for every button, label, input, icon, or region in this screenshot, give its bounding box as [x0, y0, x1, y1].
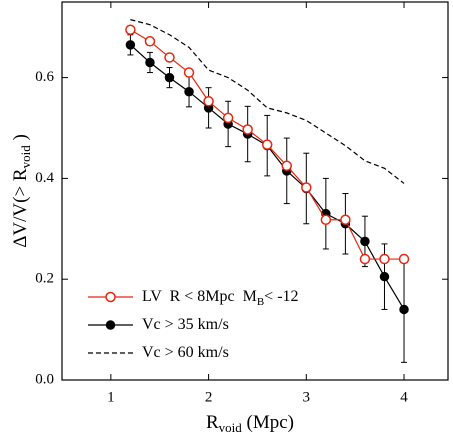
- legend-label: LV R < 8Mpc MB< -12: [142, 288, 299, 308]
- marker: [125, 24, 136, 35]
- marker: [164, 72, 175, 83]
- x-axis-label-sub: void: [219, 420, 243, 435]
- x-tick-label: 4: [400, 389, 408, 405]
- marker: [184, 86, 194, 97]
- y-axis-label-rest: ): [10, 134, 31, 145]
- marker: [379, 271, 390, 282]
- marker: [398, 253, 410, 265]
- x-axis-label-main: R: [206, 412, 219, 433]
- marker: [379, 253, 390, 265]
- marker: [144, 36, 156, 47]
- y-axis-label: ΔV/V(> Rvoid ): [10, 134, 33, 248]
- marker: [281, 160, 293, 172]
- plot-frame: [61, 1, 449, 381]
- legend-marker: [105, 291, 116, 303]
- x-tick-label: 2: [205, 389, 213, 405]
- y-tick-label: 0.6: [35, 69, 54, 85]
- y-axis-label-sub: void: [18, 145, 33, 169]
- legend-marker: [105, 320, 116, 330]
- x-axis-label: Rvoid (Mpc): [206, 412, 294, 435]
- marker: [183, 67, 195, 78]
- legend-label-rest: < -12: [264, 288, 298, 305]
- legend-label: Vc > 35 km/s: [142, 316, 229, 333]
- legend-label-main: LV R < 8Mpc M: [142, 288, 257, 305]
- marker: [340, 214, 351, 225]
- x-axis-label-rest: (Mpc): [242, 412, 294, 433]
- marker: [261, 139, 273, 150]
- legend-label: Vc > 60 km/s: [142, 344, 229, 361]
- marker: [301, 182, 312, 193]
- marker: [242, 124, 253, 135]
- marker: [203, 96, 214, 107]
- y-tick-label: 0.0: [35, 371, 54, 387]
- legend-label-main: Vc > 60 km/s: [142, 344, 229, 361]
- marker: [222, 112, 234, 124]
- y-tick-label: 0.2: [35, 271, 54, 287]
- x-tick-label: 3: [303, 389, 311, 405]
- marker: [164, 52, 175, 63]
- marker: [320, 214, 332, 225]
- y-tick-label: 0.4: [35, 170, 54, 186]
- marker: [359, 253, 371, 265]
- x-tick-label: 1: [107, 389, 115, 405]
- marker: [360, 236, 370, 247]
- y-axis-label-main: ΔV/V(> R: [10, 168, 31, 248]
- legend-label-sub: B: [257, 296, 264, 308]
- marker: [145, 57, 155, 68]
- marker: [125, 40, 136, 50]
- legend-label-main: Vc > 35 km/s: [142, 316, 229, 333]
- series-line: [130, 44, 405, 310]
- series-line: [130, 19, 405, 184]
- marker: [399, 304, 409, 315]
